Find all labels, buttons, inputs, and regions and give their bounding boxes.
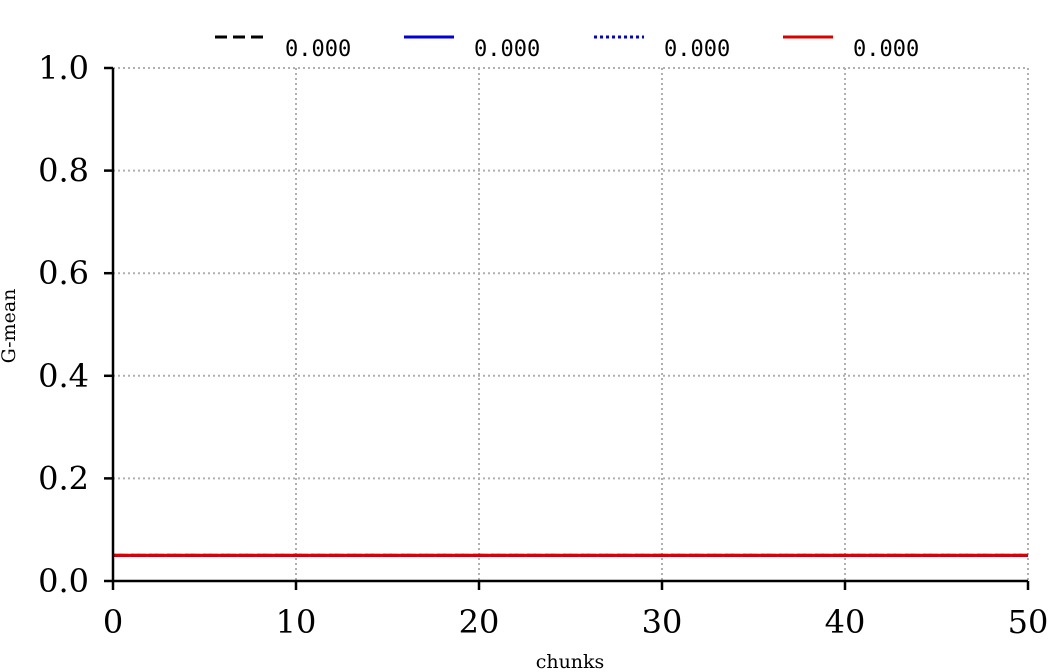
y-tick-label: 1.0	[38, 49, 89, 87]
y-axis-title: G-mean	[0, 289, 20, 364]
legend-label-1: 0.000	[285, 37, 351, 62]
grid-lines	[112, 67, 1029, 582]
x-tick-label: 10	[276, 603, 317, 641]
y-tick-label: 0.0	[38, 562, 89, 600]
y-tick-label: 0.2	[38, 459, 89, 497]
legend: 0.000 0.000 0.000 0.000	[215, 35, 919, 62]
legend-label-2: 0.000	[474, 37, 540, 62]
y-tick-label: 0.6	[38, 254, 89, 292]
x-tick-label: 0	[103, 603, 123, 641]
y-tick-label: 0.8	[38, 152, 89, 190]
x-tick-label: 30	[642, 603, 683, 641]
x-tick-label: 50	[1008, 603, 1049, 641]
x-tick-label: 20	[459, 603, 500, 641]
legend-label-4: 0.000	[853, 37, 919, 62]
x-tick-label: 40	[825, 603, 866, 641]
legend-label-3: 0.000	[664, 37, 730, 62]
y-tick-label: 0.4	[38, 357, 89, 395]
axis-ticks: 0 10 20 30 40 50 0.0 0.2 0.4 0.6 0.8 1.0	[38, 49, 1048, 641]
x-axis-title: chunks	[536, 651, 605, 672]
axes	[111, 68, 1028, 583]
